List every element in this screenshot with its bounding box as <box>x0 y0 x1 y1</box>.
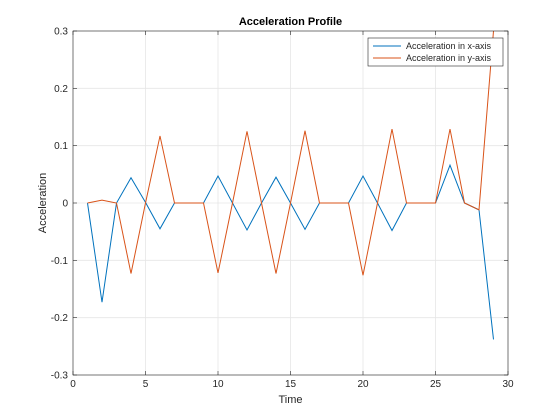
y-tick-label: -0.2 <box>51 313 69 324</box>
legend-entry-1: Acceleration in x-axis <box>406 41 492 51</box>
y-tick-label: 0.3 <box>54 27 68 38</box>
y-tick-label: 0.2 <box>54 84 68 95</box>
series-lines <box>87 30 494 340</box>
legend-box <box>367 37 504 67</box>
x-tick-label: 15 <box>285 379 297 390</box>
x-axis-ticks: 0 5 10 15 20 25 30 <box>70 31 514 390</box>
y-tick-label: 0 <box>62 199 68 210</box>
legend-entry-2: Acceleration in y-axis <box>406 53 492 63</box>
y-tick-label: -0.1 <box>51 256 69 267</box>
x-tick-label: 25 <box>430 379 442 390</box>
x-tick-label: 30 <box>502 379 514 390</box>
y-axis-label: Acceleration <box>37 173 49 234</box>
x-tick-label: 5 <box>143 379 149 390</box>
y-tick-label: 0.1 <box>54 141 68 152</box>
chart-title: Acceleration Profile <box>239 16 342 28</box>
x-axis-label: Time <box>278 394 302 406</box>
x-tick-label: 10 <box>212 379 224 390</box>
y-tick-label: -0.3 <box>51 371 69 382</box>
legend: Acceleration in x-axis Acceleration in y-… <box>367 37 504 67</box>
x-tick-label: 20 <box>357 379 369 390</box>
y-axis-ticks: -0.3 -0.2 -0.1 0 0.1 0.2 0.3 <box>51 27 508 382</box>
series-line-2 <box>87 30 494 276</box>
x-tick-label: 0 <box>70 379 76 390</box>
